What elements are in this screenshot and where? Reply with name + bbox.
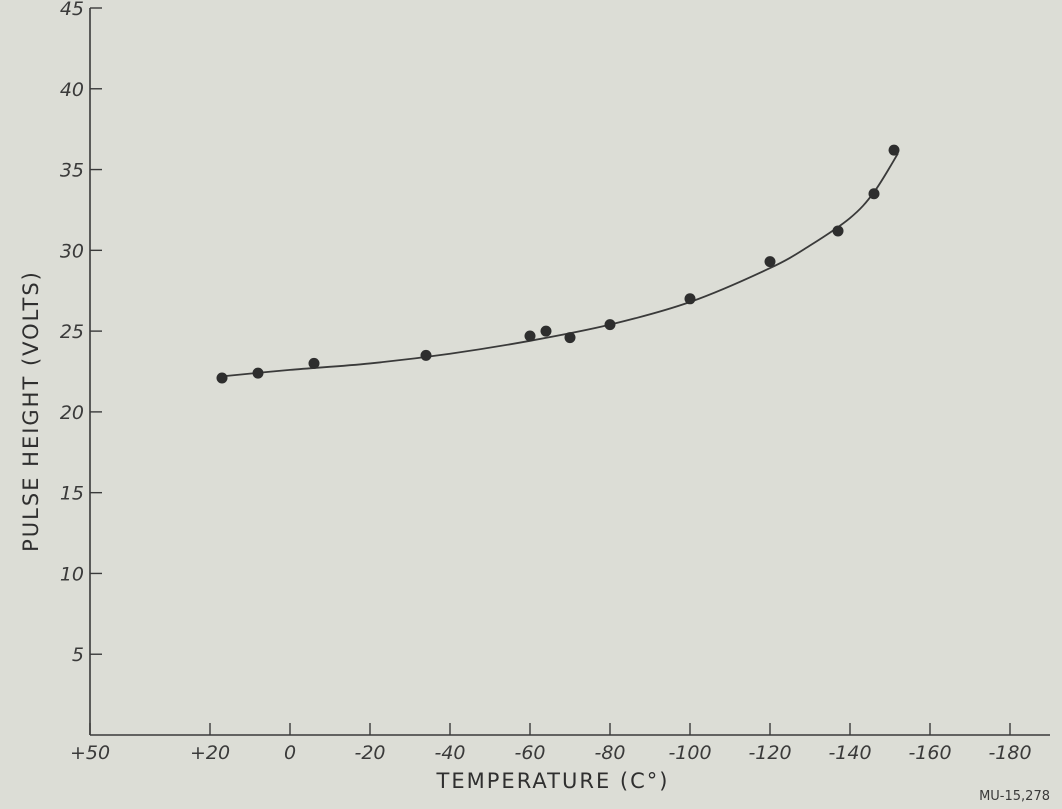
data-point — [308, 357, 320, 369]
x-axis-title: TEMPERATURE (C°) — [436, 769, 670, 793]
x-tick-label: -140 — [828, 742, 871, 764]
y-tick-label: 15 — [60, 483, 84, 505]
x-tick-label: -80 — [594, 742, 625, 764]
data-point — [524, 330, 536, 342]
x-tick-label: +50 — [70, 742, 110, 764]
x-tick-label: -120 — [748, 742, 791, 764]
x-tick-label: -60 — [514, 742, 545, 764]
data-point — [420, 349, 432, 361]
x-tick-label: -40 — [434, 742, 465, 764]
data-point — [604, 319, 616, 331]
y-tick-label: 5 — [72, 644, 84, 666]
axes — [89, 8, 1050, 736]
data-point — [764, 256, 776, 268]
data-point — [888, 144, 900, 156]
data-point — [868, 188, 880, 200]
y-ticks: 5 10 15 20 25 30 35 40 45 — [60, 0, 102, 666]
x-ticks: +50 +20 0 -20 -40 -60 -80 -100 -120 -140 -160 -180 — [70, 723, 1032, 764]
x-tick-label: 0 — [284, 742, 296, 764]
x-tick-label: -180 — [988, 742, 1031, 764]
y-tick-label: 40 — [60, 79, 84, 101]
data-points — [216, 144, 900, 384]
y-tick-label: 10 — [60, 563, 84, 585]
y-axis-title: PULSE HEIGHT (VOLTS) — [19, 270, 43, 552]
fit-curve-group — [221, 152, 899, 378]
y-tick-label: 25 — [60, 321, 84, 343]
x-tick-label: -100 — [668, 742, 711, 764]
y-tick-label: 35 — [60, 160, 84, 182]
data-point — [252, 367, 264, 379]
y-tick-label: 30 — [60, 240, 84, 262]
data-point — [216, 372, 228, 384]
figure-id: MU-15,278 — [979, 789, 1050, 804]
data-point — [540, 325, 552, 337]
fit-curve — [221, 152, 899, 378]
y-tick-label: 45 — [60, 0, 84, 20]
x-tick-label: -20 — [354, 742, 385, 764]
x-tick-label: -160 — [908, 742, 951, 764]
data-point — [684, 293, 696, 305]
data-point — [564, 332, 576, 344]
y-tick-label: 20 — [60, 402, 84, 424]
x-tick-label: +20 — [190, 742, 230, 764]
data-point — [832, 225, 844, 237]
